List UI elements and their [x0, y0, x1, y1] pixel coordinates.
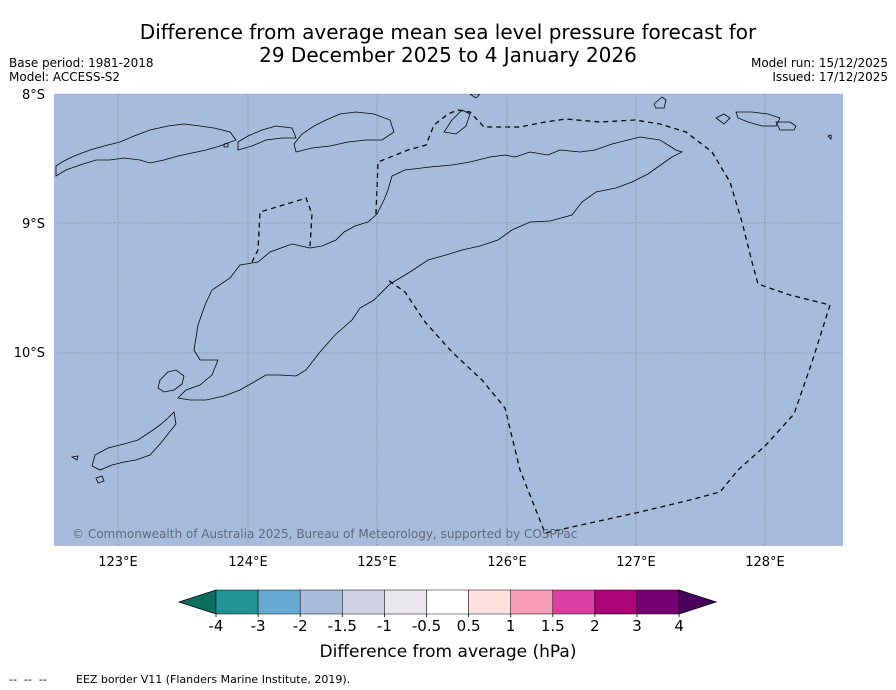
coastline-semau	[157, 369, 185, 393]
lon-label-124e: 124°E	[228, 555, 268, 570]
colorbar-tick-label: -0.5	[412, 617, 441, 635]
colorbar-tick-label: 1	[506, 617, 516, 635]
lat-label-8s: 8°S	[22, 88, 45, 103]
coastline-wetar	[653, 96, 667, 109]
coastline-timor	[177, 136, 684, 401]
lon-label-128e: 128°E	[745, 555, 785, 570]
eez-border-south	[387, 279, 831, 534]
eez-border-north	[375, 109, 831, 306]
colorbar-swatch	[510, 589, 554, 615]
colorbar-tick-label: 3	[632, 617, 642, 635]
colorbar-swatch	[468, 589, 511, 615]
colorbar: -4 -3 -2 -1.5 -1 -0.5 0.5 1 1.5 2 3 4	[177, 589, 718, 635]
model-run: Model run: 15/12/2025	[750, 56, 888, 70]
lat-label-10s: 10°S	[14, 346, 45, 361]
colorbar-tick-label: -2	[293, 617, 308, 635]
colorbar-swatch	[426, 589, 469, 615]
colorbar-tick-label: -1	[377, 617, 392, 635]
colorbar-tick-label: -1.5	[328, 617, 357, 635]
coastline-lembata	[237, 125, 297, 151]
eez-border	[251, 109, 831, 534]
colorbar-swatch	[342, 589, 385, 615]
colorbar-tick-label: -3	[251, 617, 266, 635]
title-line-2: 29 December 2025 to 4 January 2026	[259, 43, 637, 67]
coastline-romang	[735, 111, 781, 127]
colorbar-tick-label: 2	[590, 617, 600, 635]
lon-label-126e: 126°E	[487, 555, 527, 570]
coastline-islet-c	[827, 134, 832, 140]
copyright-notice: © Commonwealth of Australia 2025, Bureau…	[72, 527, 577, 541]
colorbar-swatch	[299, 589, 343, 615]
coastline-atauro	[443, 109, 471, 135]
coastline-alor	[293, 111, 395, 153]
model-name: Model: ACCESS-S2	[9, 70, 121, 84]
map-panel: 8°S 9°S 10°S 123°E 124°E 125°E 126°E 127…	[14, 88, 843, 570]
lat-label-9s: 9°S	[22, 217, 45, 232]
colorbar-swatch	[257, 589, 301, 615]
coastline-islet-d	[469, 94, 481, 99]
colorbar-title: Difference from average (hPa)	[320, 642, 577, 662]
colorbar-swatch	[215, 589, 259, 615]
colorbar-swatch	[384, 589, 427, 615]
colorbar-tick-label: 1.5	[541, 617, 565, 635]
colorbar-swatch	[594, 589, 638, 615]
lon-labels: 123°E 124°E 125°E 126°E 127°E 128°E	[98, 555, 785, 570]
colorbar-tick-label: 0.5	[457, 617, 481, 635]
coastline-damar	[775, 121, 797, 131]
eez-legend-text: EEZ border V11 (Flanders Marine Institut…	[76, 673, 350, 686]
coastlines	[55, 94, 832, 484]
colorbar-swatch	[636, 589, 680, 615]
eez-legend-symbol: -- -- --	[9, 673, 47, 686]
base-period: Base period: 1981-2018	[9, 56, 154, 70]
colorbar-tick-label: 4	[674, 617, 684, 635]
colorbar-tick-label: -4	[209, 617, 224, 635]
coastline-islet-a	[70, 455, 79, 461]
eez-border-oecusse	[251, 197, 313, 263]
colorbar-extend-low	[177, 589, 217, 615]
lat-labels: 8°S 9°S 10°S	[14, 88, 45, 361]
sea-background	[54, 94, 843, 546]
lon-label-125e: 125°E	[357, 555, 397, 570]
colorbar-swatch	[552, 589, 596, 615]
colorbar-extend-high	[678, 589, 718, 615]
coastline-islet-e	[223, 142, 229, 148]
gridlines	[54, 93, 843, 546]
lon-label-127e: 127°E	[616, 555, 656, 570]
coastline-islet-b	[715, 113, 731, 125]
title-line-1: Difference from average mean sea level p…	[139, 20, 757, 44]
coastline-ndao	[95, 475, 105, 484]
issued-date: Issued: 17/12/2025	[772, 70, 888, 84]
coastline-rote	[91, 411, 177, 471]
coastline-flores-east	[55, 123, 237, 177]
lon-label-123e: 123°E	[98, 555, 138, 570]
